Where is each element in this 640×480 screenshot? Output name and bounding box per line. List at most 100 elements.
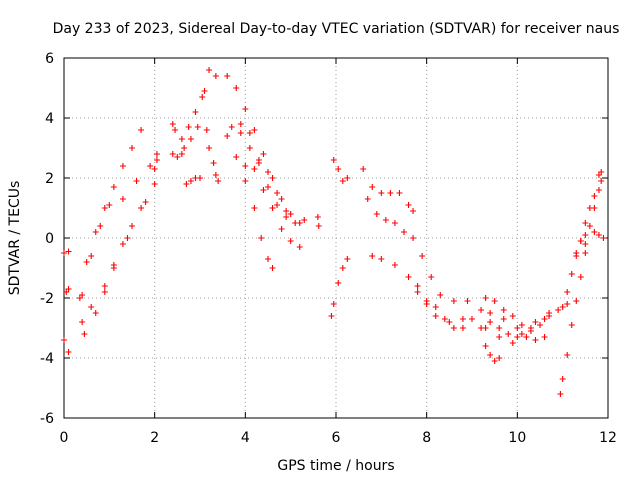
series-track-k (206, 67, 219, 79)
data-point (138, 205, 145, 211)
data-point (496, 334, 503, 340)
data-point (278, 196, 285, 202)
x-tick-label: 8 (422, 430, 431, 446)
data-point (330, 157, 337, 163)
data-point (568, 271, 575, 277)
data-point (595, 232, 602, 238)
data-point (432, 313, 439, 319)
data-point (269, 205, 276, 211)
data-point (568, 322, 575, 328)
data-point (178, 151, 185, 157)
data-point (573, 253, 580, 259)
data-point (428, 274, 435, 280)
data-point (265, 184, 271, 190)
data-point (210, 160, 217, 166)
data-point (509, 340, 516, 346)
data-point (405, 274, 412, 280)
data-point (577, 274, 584, 280)
series-track-v (364, 196, 471, 304)
data-point (600, 235, 607, 241)
data-point (577, 238, 584, 244)
data-point (555, 307, 562, 313)
data-point (559, 304, 566, 310)
data-point (79, 292, 86, 298)
data-point (514, 325, 521, 331)
axis-ticks (63, 57, 609, 419)
data-point (265, 256, 271, 262)
y-tick-labels: -6 -4 -2 0 2 4 6 (40, 51, 54, 427)
data-point (153, 157, 160, 163)
data-point (491, 358, 498, 364)
data-point (369, 253, 376, 259)
data-point (119, 241, 126, 247)
data-point (532, 319, 539, 325)
data-point (233, 85, 240, 91)
data-point (203, 127, 210, 133)
data-series (61, 67, 607, 397)
data-point (251, 166, 258, 172)
data-point (491, 298, 498, 304)
data-point (212, 73, 219, 79)
x-tick-labels: 0 2 4 6 8 10 12 (60, 430, 617, 446)
data-point (101, 205, 108, 211)
data-point (500, 307, 507, 313)
data-point (591, 205, 598, 211)
x-tick-label: 6 (332, 430, 341, 446)
series-track-i (178, 88, 208, 142)
data-point (92, 229, 99, 235)
data-point (573, 298, 580, 304)
data-point (378, 256, 385, 262)
data-point (172, 127, 179, 133)
data-point (228, 124, 235, 130)
data-point (65, 248, 72, 255)
data-point (151, 166, 158, 172)
x-axis-label: GPS time / hours (277, 458, 394, 474)
series-track-f (79, 181, 158, 325)
data-point (65, 286, 72, 292)
data-point (582, 250, 589, 256)
data-point (500, 316, 507, 322)
data-point (598, 169, 605, 175)
data-point (582, 232, 589, 238)
data-point (557, 391, 564, 397)
data-point (591, 229, 598, 235)
data-point (129, 223, 135, 229)
data-point (110, 184, 117, 190)
data-point (378, 190, 385, 196)
chart-title: Day 233 of 2023, Sidereal Day-to-day VTE… (53, 21, 620, 37)
gridlines (63, 57, 609, 419)
series-track-t (330, 157, 351, 184)
data-point (61, 250, 67, 256)
y-tick-label: 6 (45, 51, 54, 67)
x-tick-label: 4 (241, 430, 250, 446)
data-point (464, 298, 471, 304)
data-point (382, 217, 389, 223)
data-point (97, 223, 104, 229)
data-point (410, 208, 417, 214)
data-point (432, 304, 439, 310)
data-point (265, 169, 271, 175)
data-point (360, 166, 367, 172)
data-point (518, 322, 525, 328)
data-point (119, 163, 126, 169)
data-point (201, 88, 208, 94)
data-point (153, 151, 160, 157)
data-point (129, 145, 135, 151)
data-point (487, 352, 494, 358)
data-point (505, 331, 512, 337)
data-point (387, 190, 394, 196)
data-point (260, 187, 267, 193)
data-point (564, 289, 571, 295)
data-point (258, 235, 265, 241)
data-point (339, 265, 346, 271)
data-point (106, 202, 113, 208)
data-point (527, 325, 534, 331)
series-track-u (360, 166, 417, 214)
data-point (283, 208, 290, 214)
data-point (224, 133, 231, 139)
x-tick-label: 0 (60, 430, 69, 446)
data-point (598, 178, 605, 184)
y-tick-label: 4 (45, 111, 54, 127)
data-point (287, 211, 294, 217)
